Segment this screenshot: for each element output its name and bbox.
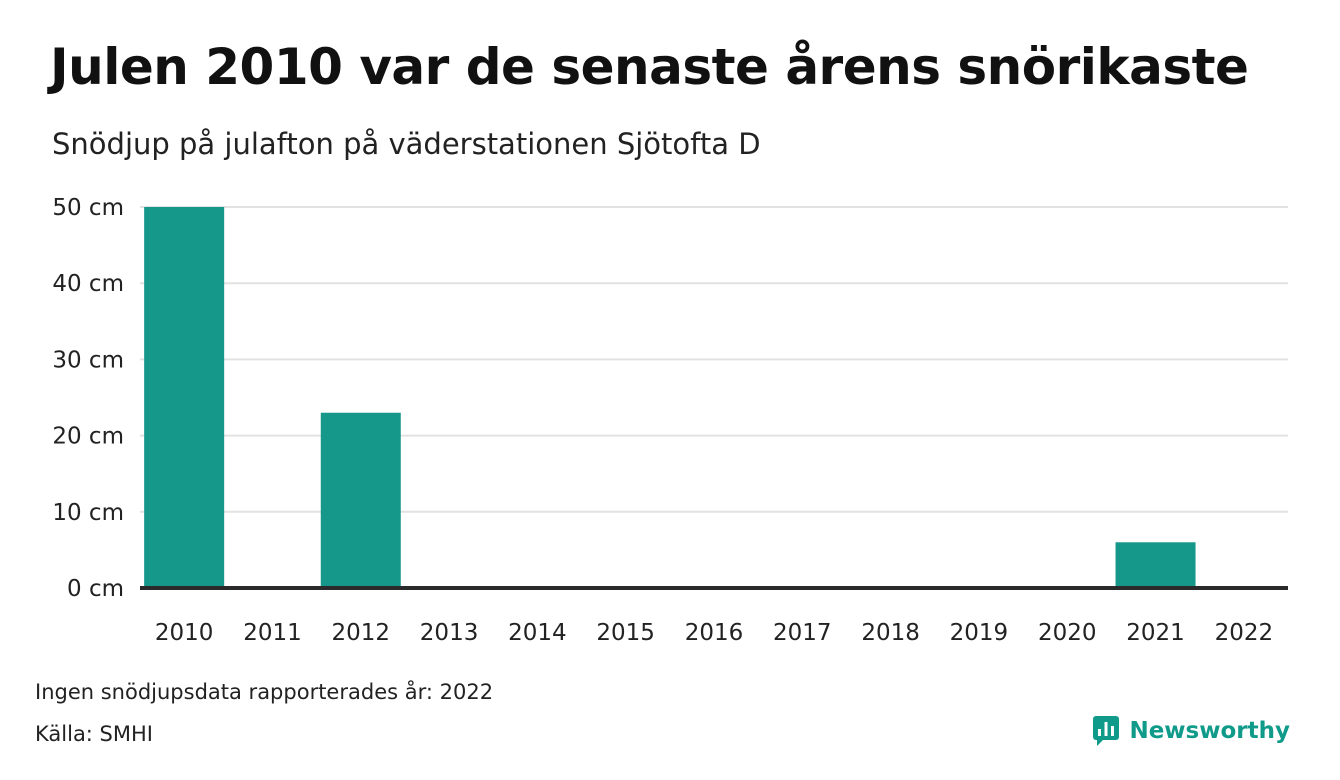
chart-title: Julen 2010 var de senaste årens snörikas… — [50, 38, 1249, 96]
missing-data-note: Ingen snödjupsdata rapporterades år: 202… — [35, 680, 494, 704]
x-tick-label: 2015 — [596, 620, 655, 646]
x-tick-label: 2018 — [861, 620, 920, 646]
x-tick-label: 2020 — [1038, 620, 1097, 646]
x-tick-label: 2021 — [1126, 620, 1185, 646]
x-tick-label: 2014 — [508, 620, 567, 646]
y-tick-label: 0 cm — [67, 576, 124, 602]
source-label: Källa: SMHI — [35, 722, 153, 746]
x-tick-label: 2011 — [243, 620, 302, 646]
x-tick-label: 2017 — [773, 620, 832, 646]
y-tick-label: 10 cm — [52, 500, 124, 526]
x-tick-label: 2012 — [331, 620, 390, 646]
bar-chart-icon — [1093, 716, 1120, 746]
y-tick-label: 40 cm — [52, 271, 124, 297]
y-tick-label: 20 cm — [52, 424, 124, 450]
bar-2012 — [320, 412, 401, 588]
bar-2021 — [1115, 542, 1196, 588]
x-tick-label: 2019 — [950, 620, 1009, 646]
x-tick-label: 2016 — [685, 620, 744, 646]
y-tick-label: 50 cm — [52, 195, 124, 221]
y-tick-label: 30 cm — [52, 347, 124, 373]
x-tick-label: 2010 — [155, 620, 214, 646]
newsworthy-logo[interactable]: Newsworthy — [1093, 716, 1290, 746]
x-tick-label: 2013 — [420, 620, 479, 646]
bar-2010 — [144, 207, 225, 588]
chart-subtitle: Snödjup på julafton på väderstationen Sj… — [52, 127, 761, 161]
brand-name: Newsworthy — [1129, 718, 1290, 744]
x-tick-label: 2022 — [1215, 620, 1274, 646]
bar-chart: 0 cm 10 cm 20 cm 30 cm 40 cm 50 cm 2010 2011 201… — [52, 195, 1288, 646]
